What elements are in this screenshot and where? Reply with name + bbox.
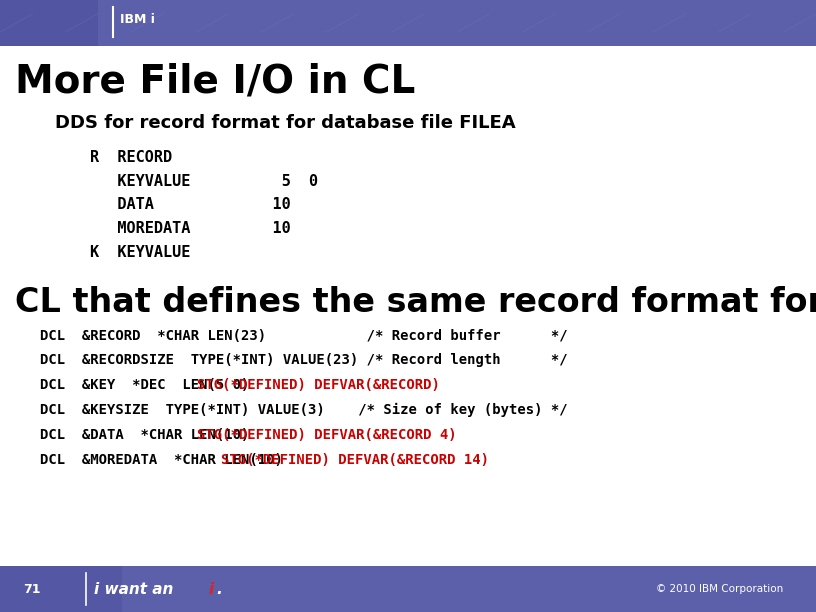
Text: R  RECORD: R RECORD bbox=[90, 150, 172, 165]
Bar bbox=[0, 566, 122, 612]
Text: More File I/O in CL: More File I/O in CL bbox=[15, 63, 415, 101]
Text: © 2010 IBM Corporation: © 2010 IBM Corporation bbox=[656, 584, 783, 594]
Text: STG(*DEFINED) DEFVAR(&RECORD 14): STG(*DEFINED) DEFVAR(&RECORD 14) bbox=[220, 453, 489, 467]
Bar bbox=[789, 9, 794, 10]
Text: DCL  &MOREDATA  *CHAR LEN(10): DCL &MOREDATA *CHAR LEN(10) bbox=[40, 453, 291, 467]
Bar bbox=[789, 10, 794, 12]
Bar bbox=[800, 577, 805, 578]
Text: DCL  &RECORDSIZE  TYPE(*INT) VALUE(23) /* Record length      */: DCL &RECORDSIZE TYPE(*INT) VALUE(23) /* … bbox=[40, 354, 568, 367]
Text: DCL  &RECORD  *CHAR LEN(23)            /* Record buffer      */: DCL &RECORD *CHAR LEN(23) /* Record buff… bbox=[40, 329, 568, 343]
Text: DCL  &KEY  *DEC  LEN(5 0): DCL &KEY *DEC LEN(5 0) bbox=[40, 378, 258, 392]
Bar bbox=[800, 575, 805, 577]
Text: DCL  &DATA  *CHAR LEN(10): DCL &DATA *CHAR LEN(10) bbox=[40, 428, 258, 442]
Text: STG(*DEFINED) DEFVAR(&RECORD 4): STG(*DEFINED) DEFVAR(&RECORD 4) bbox=[197, 428, 456, 442]
Text: DATA             10: DATA 10 bbox=[90, 198, 290, 212]
Text: K  KEYVALUE: K KEYVALUE bbox=[90, 245, 190, 260]
Text: DDS for record format for database file FILEA: DDS for record format for database file … bbox=[55, 114, 516, 132]
Text: KEYVALUE          5  0: KEYVALUE 5 0 bbox=[90, 174, 318, 188]
Text: 71: 71 bbox=[23, 583, 40, 595]
Text: STG(*DEFINED) DEFVAR(&RECORD): STG(*DEFINED) DEFVAR(&RECORD) bbox=[197, 378, 439, 392]
Text: i: i bbox=[208, 581, 213, 597]
Bar bbox=[789, 11, 794, 12]
Text: MOREDATA         10: MOREDATA 10 bbox=[90, 221, 290, 236]
Text: DCL  &KEYSIZE  TYPE(*INT) VALUE(3)    /* Size of key (bytes) */: DCL &KEYSIZE TYPE(*INT) VALUE(3) /* Size… bbox=[40, 403, 568, 417]
Text: i want an: i want an bbox=[94, 581, 179, 597]
Text: CL that defines the same record format for FILEA: CL that defines the same record format f… bbox=[15, 286, 816, 319]
Bar bbox=[0, 0, 98, 46]
Text: IBM i: IBM i bbox=[120, 13, 155, 26]
Bar bbox=[800, 577, 805, 578]
Text: .: . bbox=[216, 581, 222, 597]
